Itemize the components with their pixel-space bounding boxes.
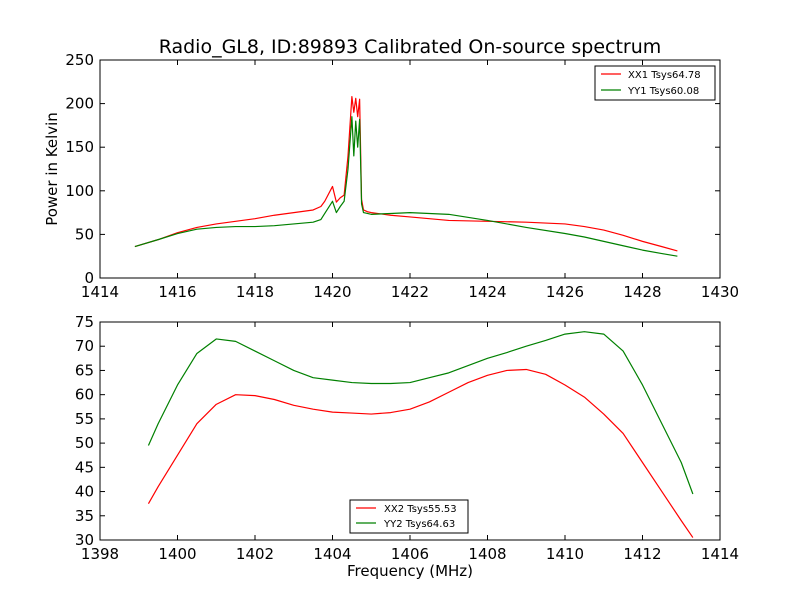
bottom-x-tick-label: 1402: [236, 545, 274, 563]
top-y-tick-label: 50: [75, 225, 94, 243]
top-y-tick-label: 100: [65, 182, 94, 200]
top-x-tick-label: 1430: [701, 283, 739, 301]
top-x-tick-label: 1416: [158, 283, 196, 301]
bottom-x-tick-label: 1406: [391, 545, 429, 563]
bottom-x-tick-label: 1398: [81, 545, 119, 563]
top-x-tick-label: 1428: [623, 283, 661, 301]
top-y-tick-label: 250: [65, 51, 94, 69]
top-y-axis-label: Power in Kelvin: [43, 112, 61, 226]
top-y-tick-label: 0: [84, 269, 94, 287]
bottom-x-tick-label: 1408: [468, 545, 506, 563]
top-x-tick-label: 1414: [81, 283, 119, 301]
bottom-x-tick-label: 1410: [546, 545, 584, 563]
legend-label-xx2: XX2 Tsys55.53: [384, 504, 457, 515]
bottom-series-line-1: [147, 331, 694, 495]
top-series-line-1: [134, 116, 678, 257]
bottom-series-line-0: [147, 368, 694, 538]
top-panel: 1414 1416 1418 1420 1422 1424 1426 1428 1430 0 50 1…: [43, 51, 739, 301]
top-panel-series: [134, 96, 678, 257]
bottom-y-tick-label: 40: [75, 483, 94, 501]
top-legend-box: [594, 65, 716, 101]
bottom-y-tick-label: 50: [75, 434, 94, 452]
bottom-panel-series: [147, 331, 694, 538]
bottom-y-tick-label: 45: [75, 458, 94, 476]
top-panel-ticks: 1414 1416 1418 1420 1422 1424 1426 1428 1430 0 50 1…: [65, 51, 739, 301]
legend-label-xx1: XX1 Tsys64.78: [628, 70, 701, 81]
bottom-y-tick-label: 30: [75, 531, 94, 549]
bottom-panel: 1398 1400 1402 1404 1406 1408 1410 1412 1414 30 35…: [75, 313, 739, 580]
bottom-x-axis-label: Frequency (MHz): [347, 562, 473, 580]
top-x-tick-label: 1424: [468, 283, 506, 301]
top-x-tick-label: 1426: [546, 283, 584, 301]
bottom-y-tick-label: 55: [75, 410, 94, 428]
bottom-x-tick-label: 1404: [313, 545, 351, 563]
bottom-y-tick-label: 35: [75, 507, 94, 525]
top-x-tick-label: 1420: [313, 283, 351, 301]
chart-title: Radio_GL8, ID:89893 Calibrated On-source…: [159, 36, 662, 58]
top-series-line-0: [134, 96, 678, 252]
bottom-legend: XX2 Tsys55.53 YY2 Tsys64.63: [349, 499, 469, 534]
legend-label-yy2: YY2 Tsys64.63: [383, 519, 455, 530]
bottom-x-tick-label: 1400: [158, 545, 196, 563]
top-y-tick-label: 200: [65, 95, 94, 113]
bottom-y-tick-label: 75: [75, 313, 94, 331]
top-y-tick-label: 150: [65, 138, 94, 156]
top-x-tick-label: 1418: [236, 283, 274, 301]
bottom-legend-box: [349, 499, 469, 534]
bottom-x-tick-label: 1412: [623, 545, 661, 563]
legend-label-yy1: YY1 Tsys60.08: [627, 86, 699, 97]
top-x-tick-label: 1422: [391, 283, 429, 301]
bottom-x-tick-label: 1414: [701, 545, 739, 563]
bottom-y-tick-label: 70: [75, 337, 94, 355]
bottom-y-tick-label: 65: [75, 361, 94, 379]
top-legend: XX1 Tsys64.78 YY1 Tsys60.08: [594, 65, 716, 101]
bottom-panel-ticks: 1398 1400 1402 1404 1406 1408 1410 1412 1414 30 35…: [75, 313, 739, 563]
bottom-y-tick-label: 60: [75, 386, 94, 404]
